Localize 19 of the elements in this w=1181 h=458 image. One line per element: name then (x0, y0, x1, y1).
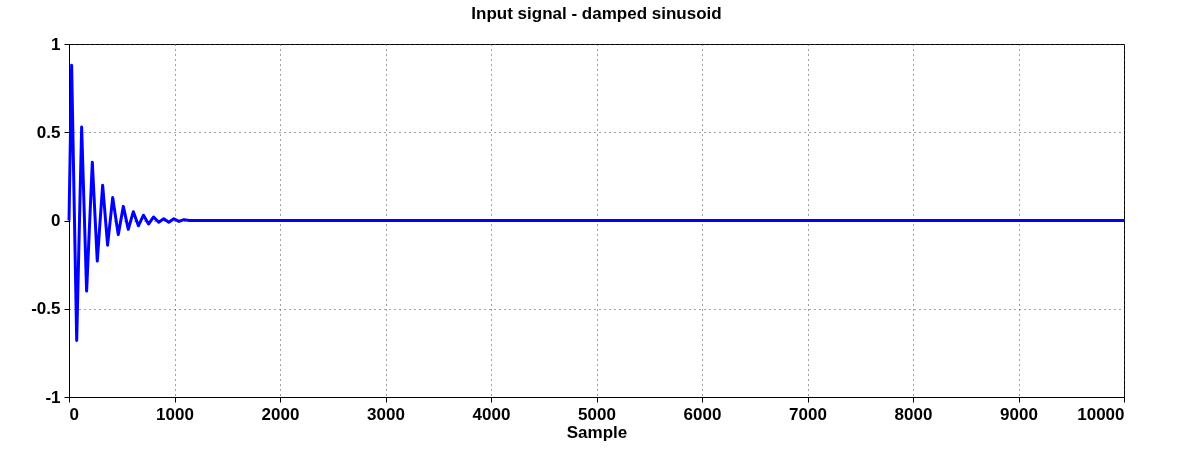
x-tick-label: 4000 (472, 404, 511, 424)
chart-title: Input signal - damped sinusoid (471, 4, 722, 23)
x-tick-label: 9000 (1000, 404, 1038, 424)
y-tick-label: -0.5 (31, 299, 61, 319)
x-tick-label: 3000 (367, 404, 405, 424)
x-tick-label: 5000 (578, 404, 616, 424)
x-tick-label: 8000 (894, 404, 933, 424)
x-tick-label: 6000 (683, 404, 722, 424)
x-tick-label: 0 (69, 404, 79, 424)
x-tick-label: 7000 (789, 404, 827, 424)
y-tick-label: -1 (45, 387, 61, 407)
y-tick-label: 1 (51, 34, 61, 54)
y-tick-label: 0 (51, 211, 61, 230)
x-axis-title: Sample (566, 422, 628, 442)
x-tick-label: 2000 (261, 404, 300, 424)
x-tick-label: 10000 (1077, 404, 1125, 424)
y-tick-label: 0.5 (36, 122, 61, 142)
x-tick-label: 1000 (156, 404, 194, 424)
line-series (67, 63, 1126, 343)
